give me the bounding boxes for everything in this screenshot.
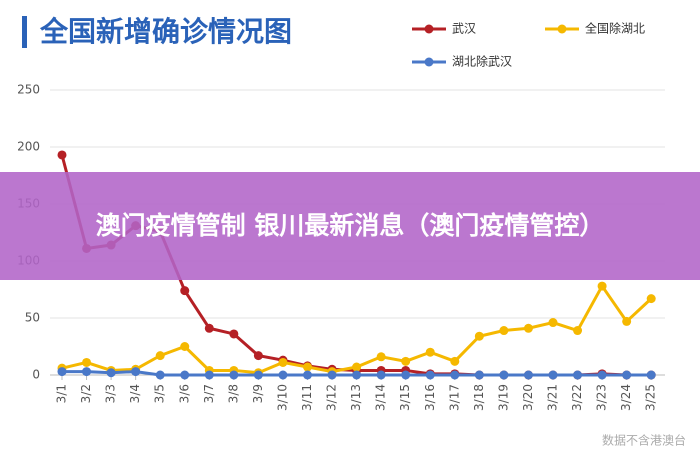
point	[204, 323, 214, 333]
point	[229, 329, 239, 339]
y-tick-label: 0	[32, 368, 40, 382]
point	[401, 356, 411, 366]
point	[57, 367, 67, 377]
point	[450, 356, 460, 366]
point	[180, 342, 190, 351]
point	[548, 318, 558, 328]
y-tick-label: 50	[25, 311, 40, 325]
x-tick-label: 3/16	[423, 384, 437, 411]
point	[327, 370, 337, 380]
point	[474, 331, 484, 341]
point	[425, 347, 435, 357]
x-tick-label: 3/24	[619, 384, 633, 411]
point	[352, 370, 362, 380]
point	[499, 326, 509, 336]
x-tick-label: 3/2	[79, 384, 93, 403]
point	[278, 370, 288, 380]
x-tick-label: 3/13	[349, 384, 363, 411]
x-tick-label: 3/19	[496, 384, 510, 411]
x-tick-label: 3/11	[300, 384, 314, 411]
point	[82, 367, 92, 377]
point	[352, 362, 362, 372]
x-tick-label: 3/3	[104, 384, 118, 403]
point	[253, 370, 263, 380]
title-accent	[22, 16, 27, 48]
legend-marker	[557, 24, 567, 34]
point	[646, 370, 656, 380]
legend-marker	[424, 24, 434, 34]
point	[401, 370, 411, 380]
point	[278, 357, 288, 367]
point	[82, 357, 92, 367]
point	[622, 370, 632, 380]
banner: 澳门疫情管制 银川最新消息（澳门疫情管控）	[0, 172, 700, 280]
point	[180, 370, 190, 380]
x-tick-label: 3/9	[251, 384, 265, 403]
x-tick-label: 3/4	[128, 384, 142, 403]
x-tick-label: 3/18	[472, 384, 486, 411]
point	[474, 370, 484, 380]
point	[155, 351, 165, 361]
point	[523, 370, 533, 380]
series-line	[61, 283, 653, 375]
x-tick-label: 3/7	[202, 384, 216, 403]
point	[450, 370, 460, 380]
point	[646, 294, 656, 304]
x-tick-label: 3/5	[153, 384, 167, 403]
legend-label: 全国除湖北	[585, 21, 645, 36]
point	[622, 316, 632, 326]
legend-marker	[424, 57, 434, 67]
point	[573, 326, 583, 336]
x-tick-label: 3/12	[325, 384, 339, 411]
point	[57, 150, 67, 160]
point	[573, 370, 583, 380]
point	[180, 286, 190, 296]
point	[253, 351, 263, 361]
point	[376, 352, 386, 362]
x-tick-label: 3/15	[398, 384, 412, 411]
point	[131, 367, 141, 377]
x-tick-label: 3/22	[570, 384, 584, 411]
point	[499, 370, 509, 380]
point	[303, 370, 312, 380]
point	[597, 370, 607, 380]
banner-text: 澳门疫情管制 银川最新消息（澳门疫情管控）	[95, 211, 605, 240]
point	[425, 370, 435, 380]
point	[523, 323, 533, 333]
x-tick-label: 3/25	[644, 384, 658, 411]
point	[303, 362, 312, 372]
x-tick-label: 3/14	[374, 384, 388, 411]
x-tick-label: 3/21	[546, 384, 560, 411]
x-tick-label: 3/20	[521, 384, 535, 411]
y-tick-label: 250	[17, 83, 40, 97]
point	[376, 370, 386, 380]
x-tick-label: 3/17	[447, 384, 461, 411]
point	[155, 370, 165, 380]
point	[597, 281, 607, 291]
x-tick-label: 3/1	[55, 384, 69, 403]
point	[548, 370, 558, 380]
y-tick-label: 200	[17, 140, 40, 154]
x-tick-label: 3/6	[177, 384, 191, 403]
chart-title: 全国新增确诊情况图	[39, 15, 292, 48]
legend-label: 武汉	[452, 22, 476, 36]
point	[229, 370, 239, 380]
legend-label: 湖北除武汉	[452, 54, 512, 69]
point	[204, 370, 214, 380]
x-tick-label: 3/10	[275, 384, 289, 411]
watermark: 数据不含港澳台	[602, 433, 686, 448]
x-tick-label: 3/8	[226, 384, 240, 403]
point	[106, 368, 116, 378]
x-tick-label: 3/23	[595, 384, 609, 411]
